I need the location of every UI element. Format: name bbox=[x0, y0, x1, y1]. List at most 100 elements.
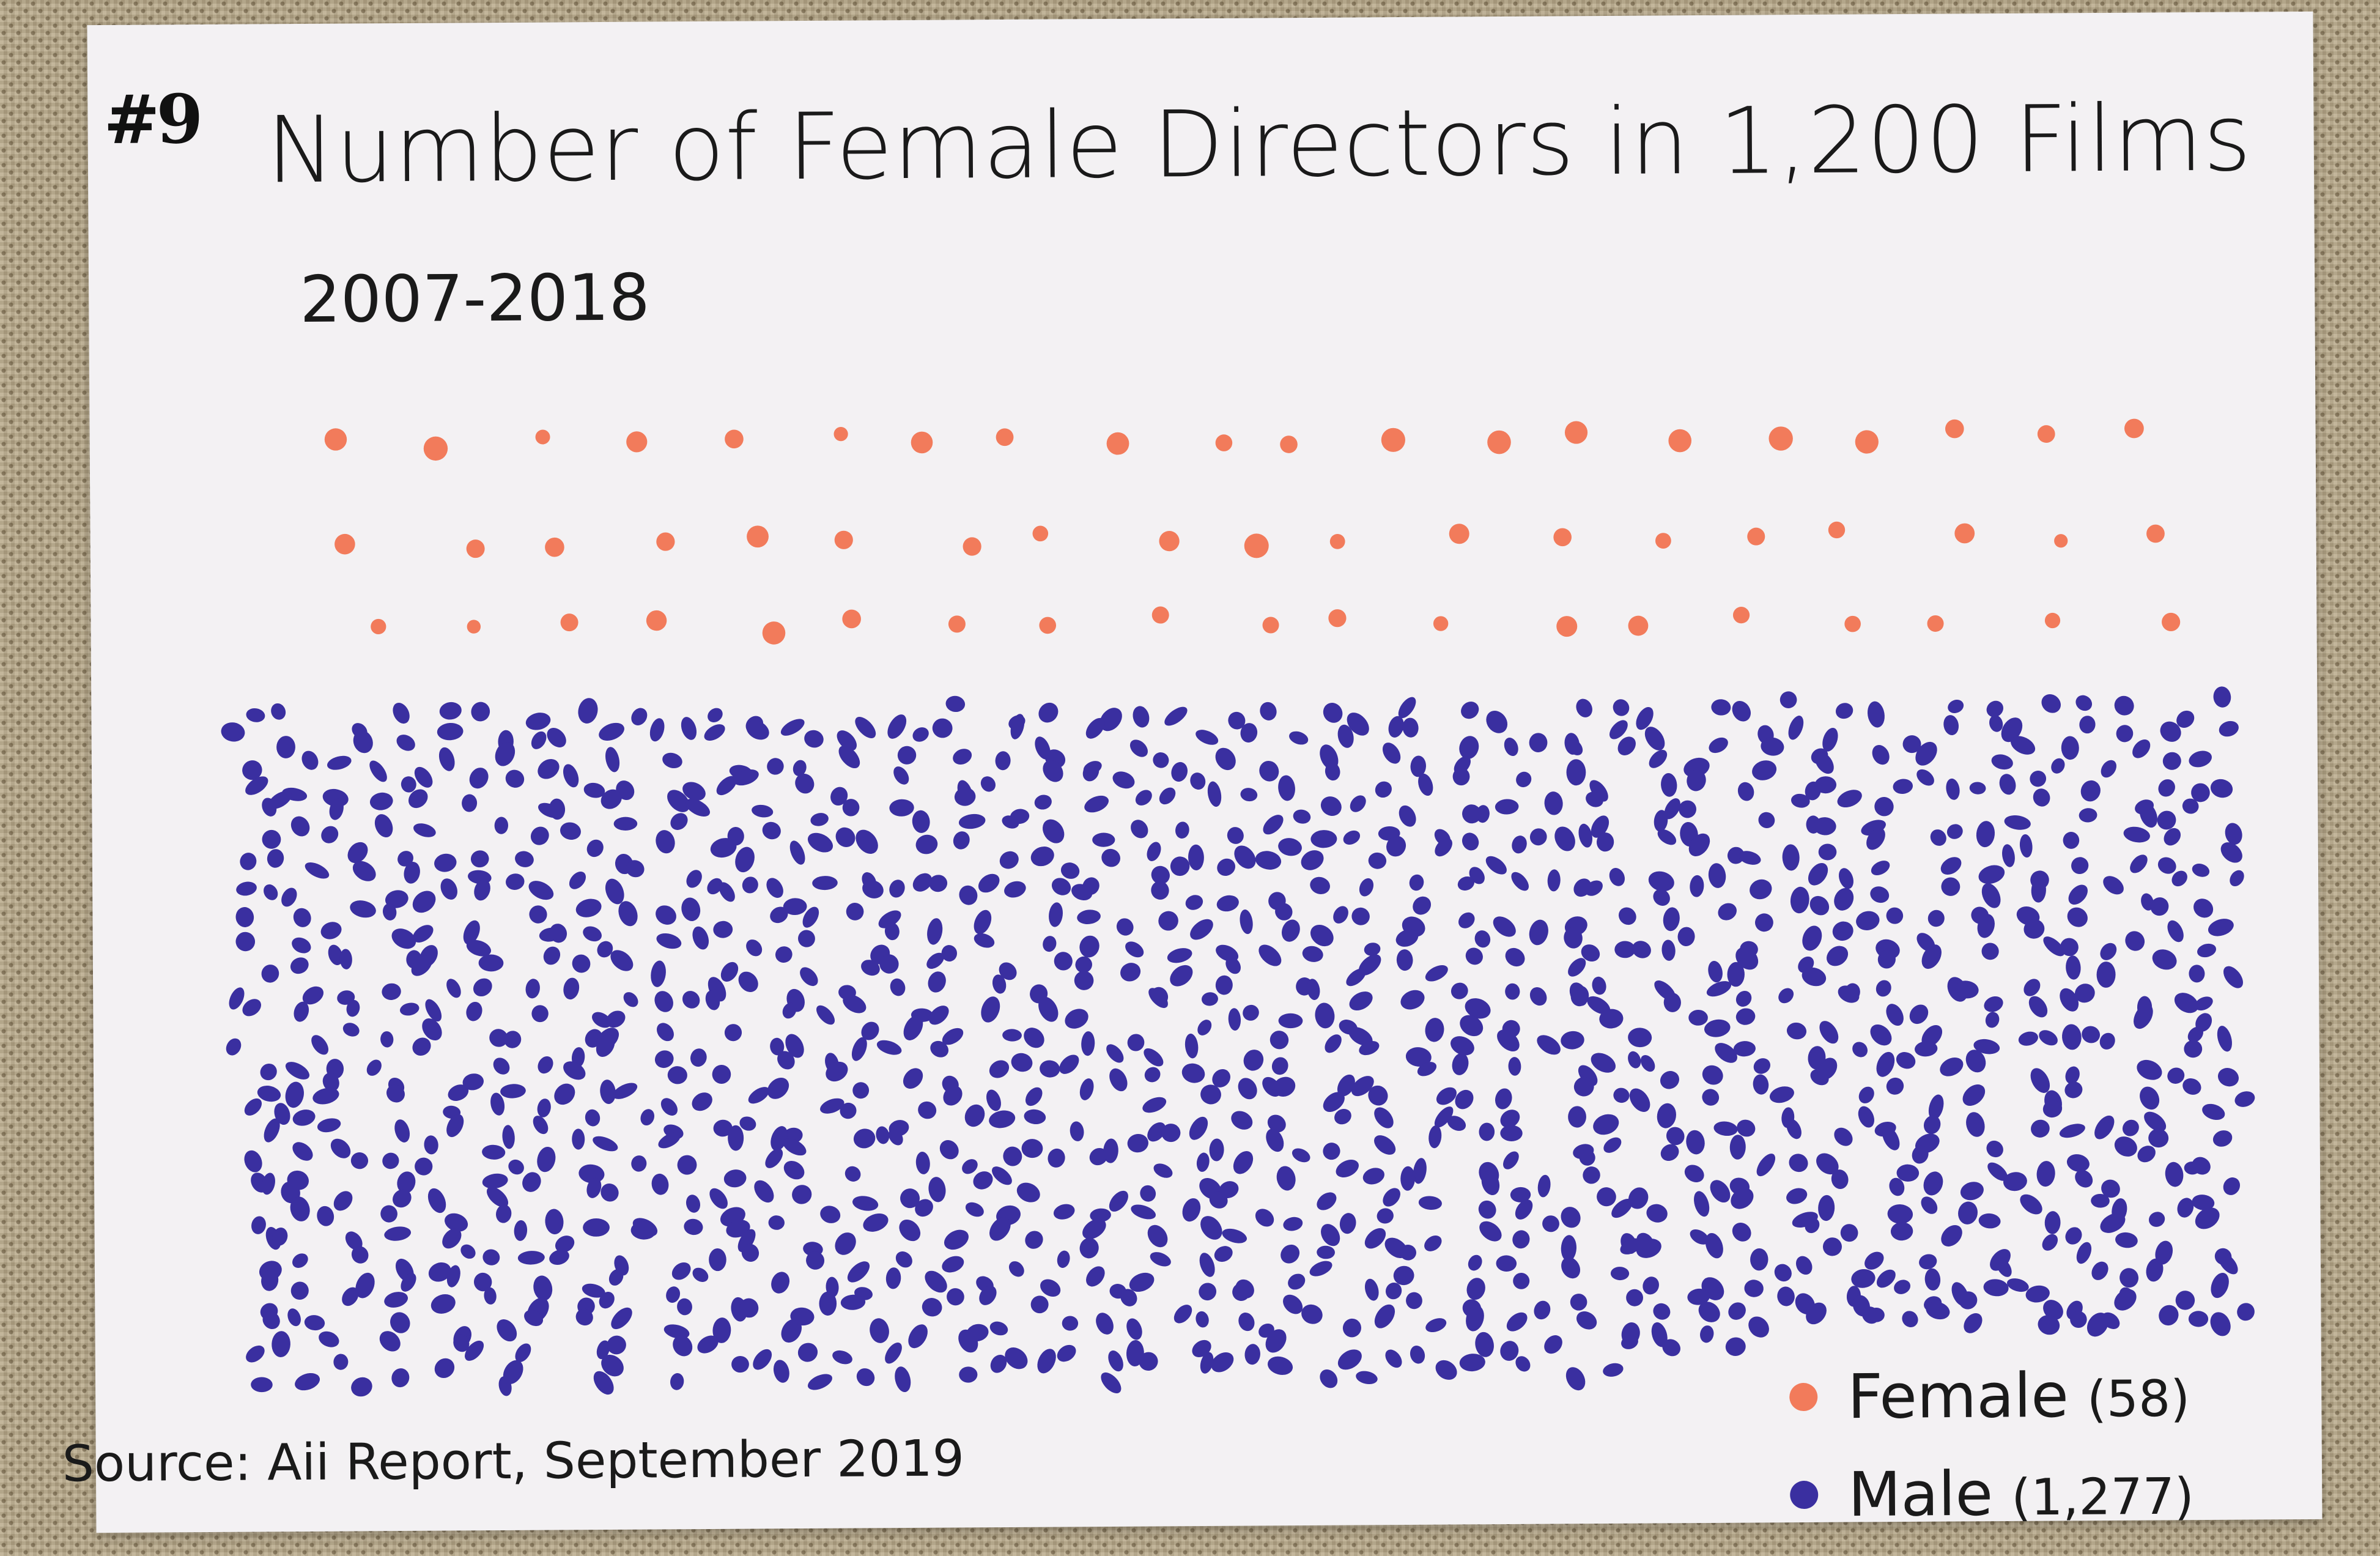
male-dot bbox=[795, 773, 815, 794]
male-dot bbox=[1727, 847, 1745, 864]
male-dot bbox=[401, 776, 416, 793]
male-dot bbox=[563, 1061, 586, 1080]
male-dot bbox=[489, 1029, 508, 1047]
male-dot bbox=[2150, 897, 2169, 916]
male-dot bbox=[893, 766, 909, 785]
female-dot bbox=[1449, 524, 1469, 544]
female-dot bbox=[1668, 429, 1692, 453]
male-dot bbox=[1816, 1153, 1839, 1175]
male-dot bbox=[1271, 1057, 1288, 1075]
male-dot bbox=[2065, 1227, 2082, 1245]
male-dot bbox=[1814, 776, 1837, 794]
male-dot bbox=[1835, 703, 1853, 719]
male-dot bbox=[439, 702, 462, 720]
male-dot bbox=[2213, 686, 2231, 708]
male-dot bbox=[1984, 996, 2003, 1012]
male-dot bbox=[2079, 716, 2096, 734]
male-dot bbox=[1436, 1087, 1457, 1105]
male-dot bbox=[245, 776, 268, 795]
male-dot bbox=[515, 1343, 531, 1362]
male-dot bbox=[1127, 1034, 1145, 1051]
male-dot bbox=[773, 1360, 789, 1383]
male-dot bbox=[463, 920, 480, 945]
male-dot bbox=[1140, 1185, 1156, 1202]
male-dot bbox=[953, 831, 970, 850]
male-dot bbox=[912, 873, 933, 892]
male-dot bbox=[1788, 716, 1804, 740]
male-dot bbox=[964, 1104, 985, 1127]
male-dot bbox=[1337, 724, 1354, 748]
male-dot bbox=[347, 842, 368, 864]
male-dot bbox=[1101, 848, 1121, 867]
male-dot bbox=[1135, 790, 1152, 806]
male-dot bbox=[770, 906, 788, 924]
male-dot bbox=[1399, 805, 1416, 827]
male-dot bbox=[712, 1317, 731, 1343]
male-dot bbox=[806, 1251, 825, 1270]
male-dot bbox=[682, 991, 700, 1009]
male-dot bbox=[1144, 1048, 1164, 1067]
male-dot bbox=[1005, 1347, 1028, 1369]
male-dot bbox=[482, 1249, 500, 1265]
male-dot bbox=[981, 996, 1000, 1023]
male-dot bbox=[2234, 1091, 2255, 1107]
male-dot bbox=[2230, 870, 2244, 887]
male-dot bbox=[290, 1281, 309, 1300]
male-dot bbox=[1158, 911, 1178, 931]
male-dot bbox=[1409, 874, 1424, 891]
male-dot bbox=[268, 791, 292, 809]
male-dot bbox=[2220, 842, 2242, 863]
male-dot bbox=[885, 1342, 902, 1364]
male-dot bbox=[385, 890, 408, 908]
male-dot bbox=[1364, 1228, 1386, 1249]
male-dot bbox=[1468, 1254, 1482, 1271]
dot-chart bbox=[221, 418, 2255, 1397]
male-dot bbox=[397, 851, 413, 867]
male-dot bbox=[411, 955, 432, 976]
male-dot bbox=[1660, 1144, 1679, 1161]
male-dot bbox=[879, 954, 899, 974]
male-dot bbox=[1537, 1035, 1561, 1055]
male-dot bbox=[2065, 1066, 2080, 1084]
male-dot bbox=[1008, 1261, 1024, 1277]
male-dot bbox=[1657, 1103, 1676, 1128]
male-dot bbox=[804, 730, 824, 748]
male-dot bbox=[1278, 775, 1295, 801]
male-dot bbox=[2028, 996, 2048, 1018]
male-dot bbox=[391, 1368, 410, 1388]
male-dot bbox=[1002, 1029, 1022, 1042]
male-dot bbox=[742, 876, 758, 894]
male-dot bbox=[1435, 838, 1452, 857]
male-dot bbox=[1871, 861, 1890, 876]
male-dot bbox=[656, 905, 676, 925]
male-dot bbox=[752, 804, 774, 818]
male-dot bbox=[242, 999, 261, 1017]
female-dot bbox=[467, 620, 481, 634]
male-dot bbox=[1350, 795, 1366, 812]
male-dot bbox=[2217, 1068, 2239, 1087]
male-dot bbox=[708, 708, 723, 722]
female-dot bbox=[911, 431, 933, 454]
male-dot bbox=[1706, 981, 1732, 997]
male-dot bbox=[1215, 747, 1236, 771]
male-dot bbox=[692, 1092, 712, 1111]
male-dot bbox=[1209, 1191, 1228, 1209]
male-dot bbox=[771, 1272, 790, 1294]
male-dot bbox=[1753, 1074, 1769, 1095]
male-dot bbox=[2167, 1067, 2185, 1084]
male-dot bbox=[979, 1286, 997, 1305]
male-dot bbox=[895, 1251, 912, 1268]
female-dot bbox=[1564, 421, 1588, 444]
male-dot bbox=[929, 875, 948, 892]
male-dot bbox=[493, 1058, 510, 1075]
male-dot bbox=[767, 1077, 789, 1099]
female-dot bbox=[1844, 615, 1861, 632]
male-dot bbox=[1462, 832, 1479, 851]
male-dot bbox=[1065, 1009, 1088, 1029]
male-dot bbox=[656, 933, 682, 949]
male-dot bbox=[1263, 815, 1284, 835]
male-dot bbox=[2132, 739, 2151, 758]
male-dot bbox=[1813, 817, 1836, 835]
male-dot bbox=[2079, 808, 2097, 823]
male-dot bbox=[800, 967, 818, 987]
